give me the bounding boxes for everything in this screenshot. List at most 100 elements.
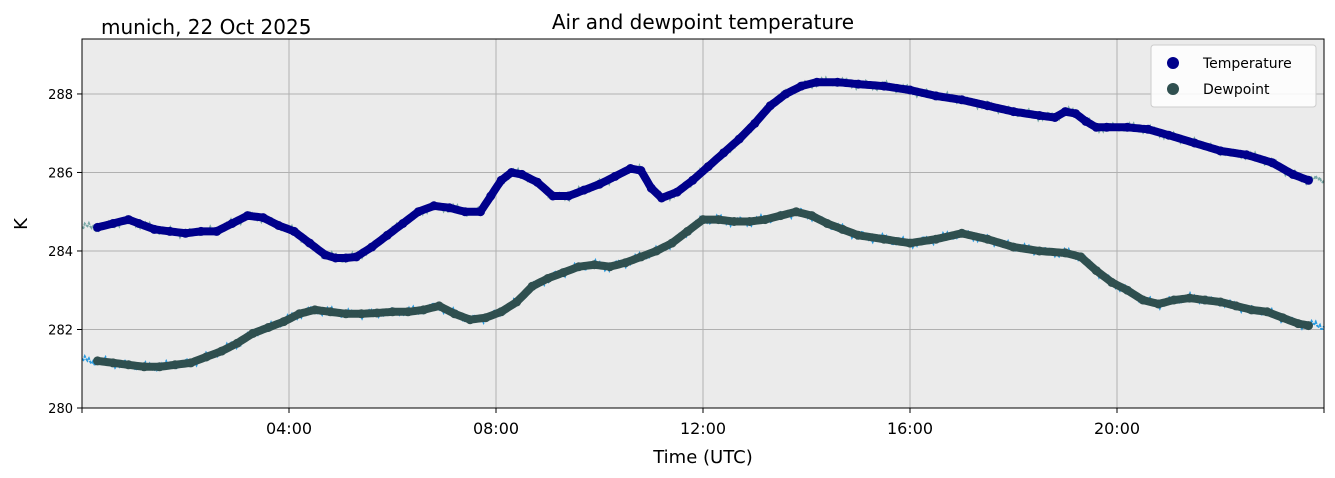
data-point-temperature: [595, 179, 604, 189]
data-point-temperature: [274, 221, 284, 230]
data-point-dewpoint: [1278, 313, 1288, 323]
data-point-dewpoint: [201, 352, 211, 362]
data-point-temperature: [734, 134, 744, 144]
data-point-dewpoint: [341, 309, 351, 319]
legend-box: [1150, 44, 1317, 108]
data-point-dewpoint: [651, 246, 661, 256]
data-point-temperature: [1304, 175, 1313, 185]
data-point-temperature: [496, 175, 506, 185]
data-point-dewpoint: [279, 317, 289, 327]
data-point-dewpoint: [108, 358, 118, 368]
data-point-temperature: [289, 226, 299, 236]
data-point-dewpoint: [574, 262, 584, 272]
legend-marker-temperature: [1167, 57, 1179, 69]
data-point-temperature: [548, 191, 558, 201]
data-point-temperature: [429, 201, 439, 211]
x-tick-label: 12:00: [680, 419, 726, 438]
data-point-temperature: [165, 226, 175, 236]
y-axis-label: K: [11, 217, 32, 230]
data-point-temperature: [579, 185, 589, 195]
y-tick-label: 282: [48, 323, 73, 338]
data-point-temperature: [486, 191, 496, 201]
data-point-dewpoint: [496, 307, 506, 317]
data-point-temperature: [212, 226, 222, 236]
data-point-temperature: [331, 253, 341, 263]
data-point-temperature: [517, 169, 527, 179]
data-point-dewpoint: [807, 211, 817, 221]
data-point-dewpoint: [957, 228, 967, 238]
data-point-temperature: [957, 95, 967, 105]
data-point-temperature: [812, 77, 822, 87]
data-point-dewpoint: [155, 362, 165, 372]
data-point-temperature: [626, 164, 635, 173]
data-point-dewpoint: [527, 281, 537, 291]
data-point-temperature: [149, 224, 159, 234]
data-point-dewpoint: [403, 307, 413, 317]
data-point-temperature: [636, 166, 646, 175]
data-point-temperature: [1216, 146, 1225, 156]
data-point-dewpoint: [481, 313, 491, 323]
x-tick-label: 04:00: [266, 419, 312, 438]
data-point-dewpoint: [186, 358, 196, 368]
data-point-temperature: [1267, 158, 1277, 168]
data-point-dewpoint: [1216, 297, 1225, 307]
data-point-temperature: [657, 193, 667, 203]
data-point-temperature: [181, 228, 190, 238]
data-point-dewpoint: [465, 315, 475, 325]
data-point-dewpoint: [698, 215, 708, 225]
data-point-dewpoint: [605, 262, 615, 272]
data-point-temperature: [258, 213, 268, 223]
data-point-dewpoint: [1091, 266, 1101, 276]
data-point-temperature: [1009, 107, 1018, 117]
data-point-temperature: [1034, 111, 1044, 120]
data-point-temperature: [853, 79, 863, 89]
data-point-temperature: [108, 219, 118, 228]
data-point-dewpoint: [1122, 285, 1132, 295]
data-point-dewpoint: [294, 309, 304, 319]
x-tick-label: 16:00: [887, 419, 933, 438]
y-tick-label: 280: [48, 402, 73, 417]
data-point-temperature: [796, 81, 806, 91]
data-point-temperature: [476, 207, 485, 217]
data-point-temperature: [905, 85, 915, 95]
data-point-dewpoint: [729, 217, 739, 226]
data-point-temperature: [646, 183, 656, 193]
data-point-dewpoint: [683, 226, 692, 236]
data-point-dewpoint: [589, 260, 599, 270]
data-point-dewpoint: [745, 217, 755, 226]
data-point-dewpoint: [217, 346, 227, 356]
data-point-temperature: [367, 242, 377, 252]
data-point-dewpoint: [543, 274, 553, 283]
data-point-dewpoint: [372, 308, 382, 318]
data-point-temperature: [227, 219, 237, 228]
data-point-dewpoint: [1231, 301, 1241, 311]
data-point-dewpoint: [983, 234, 993, 244]
data-point-temperature: [1241, 150, 1251, 160]
data-point-temperature: [781, 89, 791, 99]
data-point-temperature: [833, 77, 842, 87]
data-point-dewpoint: [879, 234, 889, 244]
data-point-temperature: [1122, 122, 1132, 132]
data-point-dewpoint: [356, 309, 366, 319]
data-point-dewpoint: [1034, 246, 1044, 256]
data-point-temperature: [1050, 113, 1060, 122]
legend-label-temperature: Temperature: [1202, 56, 1292, 72]
data-point-temperature: [196, 226, 206, 236]
y-tick-label: 284: [48, 245, 73, 260]
legend-label-dewpoint: Dewpoint: [1203, 82, 1270, 98]
data-point-temperature: [93, 222, 102, 232]
data-point-temperature: [320, 250, 330, 260]
data-point-dewpoint: [1200, 295, 1210, 305]
data-point-temperature: [688, 175, 698, 185]
data-point-dewpoint: [450, 309, 460, 319]
data-point-dewpoint: [931, 234, 941, 244]
data-point-temperature: [1164, 130, 1174, 140]
data-point-temperature: [931, 91, 941, 101]
data-point-temperature: [460, 207, 470, 217]
data-point-temperature: [1091, 122, 1101, 132]
y-tick-label: 288: [48, 88, 73, 103]
data-point-dewpoint: [1076, 252, 1086, 262]
data-point-dewpoint: [1262, 307, 1272, 317]
data-point-dewpoint: [760, 215, 770, 225]
